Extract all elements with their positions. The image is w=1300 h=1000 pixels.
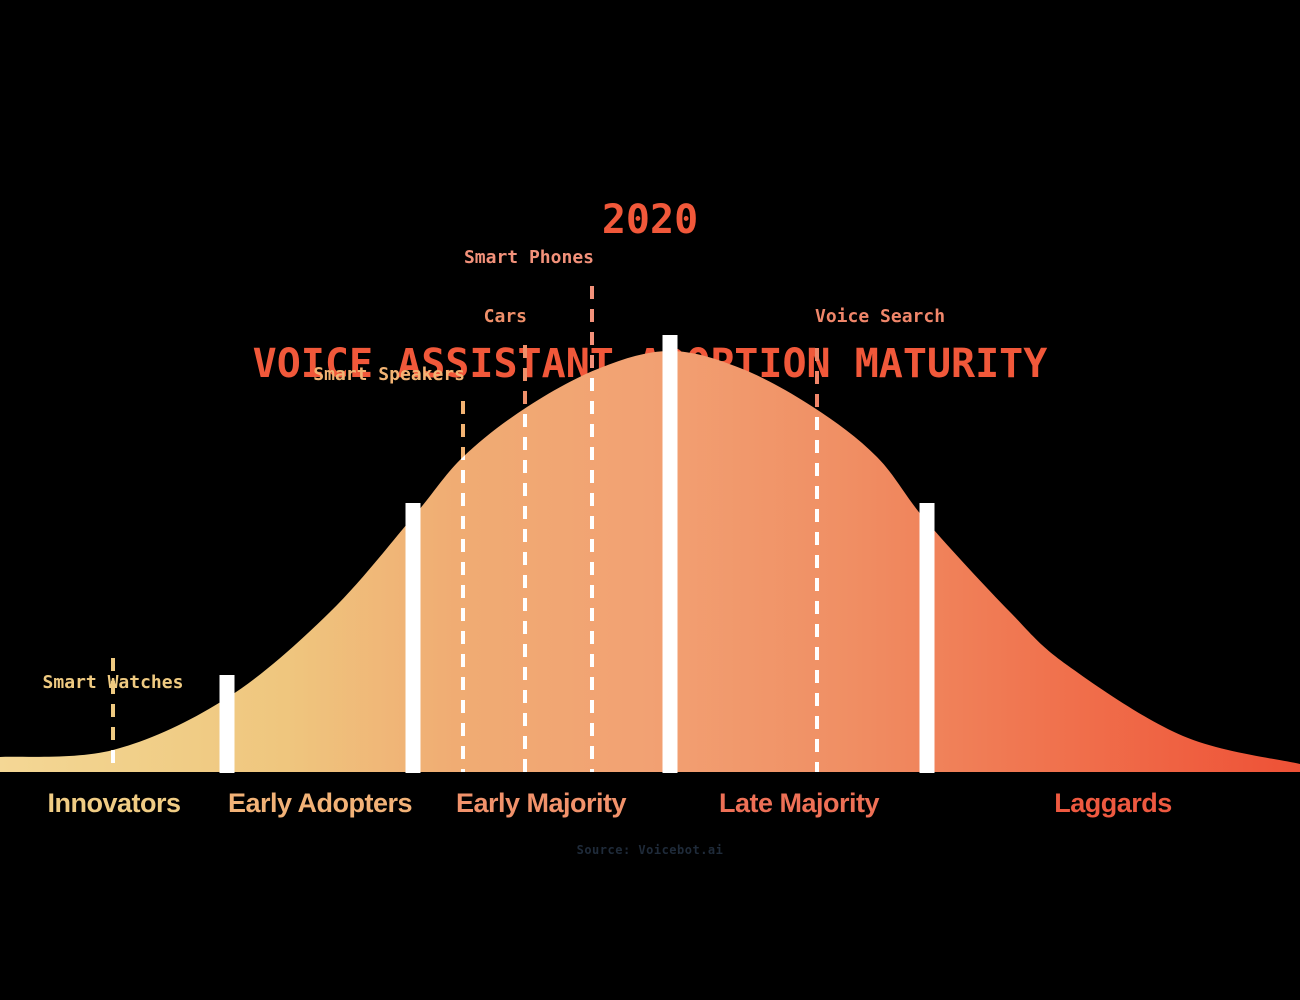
title-block: 2020 VOICE ASSISTANT ADOPTION MATURITY	[0, 100, 1300, 484]
segment-divider-2	[405, 503, 421, 773]
source-caption: Source: Voicebot.ai	[576, 843, 724, 857]
title-year: 2020	[601, 197, 699, 243]
bell-curve-area	[0, 351, 1300, 772]
page-title: VOICE ASSISTANT ADOPTION MATURITY	[0, 340, 1300, 388]
segment-divider-1	[219, 675, 235, 773]
segment-divider-3	[662, 335, 678, 773]
segment-divider-4	[919, 503, 935, 773]
